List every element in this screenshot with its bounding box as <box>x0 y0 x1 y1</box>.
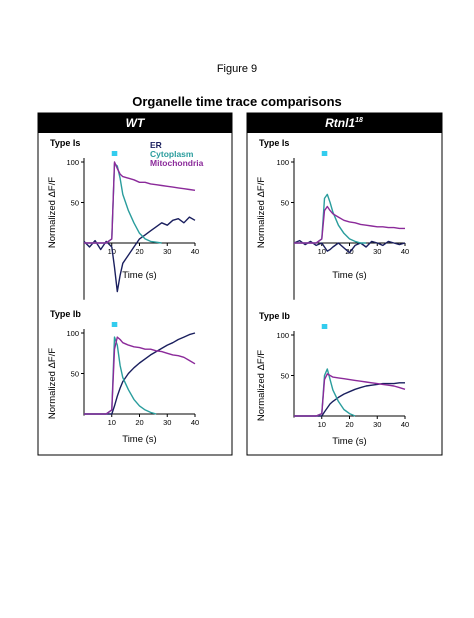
x-tick-label: 30 <box>163 247 171 256</box>
y-tick-label: 50 <box>71 199 79 208</box>
x-tick-label: 10 <box>318 247 326 256</box>
x-axis-label: Time (s) <box>122 270 156 281</box>
series-line <box>83 216 196 293</box>
x-axis-label: Time (s) <box>332 270 366 281</box>
stimulus-marker <box>321 151 328 156</box>
y-axis-label: Normalized ΔF/F <box>47 348 58 419</box>
series-line <box>84 336 196 415</box>
series-line <box>84 161 196 244</box>
stimulus-marker <box>111 151 118 156</box>
y-axis-label: Normalized ΔF/F <box>256 177 267 248</box>
x-tick-label: 20 <box>345 420 353 429</box>
x-axis-label: Time (s) <box>122 434 156 445</box>
y-tick-label: 50 <box>281 199 289 208</box>
y-tick-label: 50 <box>71 370 79 379</box>
x-tick-label: 10 <box>108 418 116 427</box>
x-axis-label: Time (s) <box>332 436 366 447</box>
chart-title: Type Is <box>50 138 80 148</box>
figure-label: Figure 9 <box>217 63 257 75</box>
chart-title: Type Is <box>259 138 289 148</box>
series-line <box>294 373 406 417</box>
y-axis-label: Normalized ΔF/F <box>256 350 267 421</box>
legend-label: Cytoplasm <box>150 149 194 159</box>
x-tick-label: 40 <box>191 418 199 427</box>
stimulus-marker <box>111 322 118 327</box>
panel-header <box>247 113 442 133</box>
y-tick-label: 100 <box>276 331 289 340</box>
x-tick-label: 20 <box>135 418 143 427</box>
y-tick-label: 100 <box>66 329 79 338</box>
x-tick-label: 30 <box>373 420 381 429</box>
x-tick-label: 30 <box>373 247 381 256</box>
x-tick-label: 40 <box>401 247 409 256</box>
x-tick-label: 40 <box>401 420 409 429</box>
y-tick-label: 50 <box>281 372 289 381</box>
x-tick-label: 20 <box>345 247 353 256</box>
x-tick-label: 40 <box>191 247 199 256</box>
x-tick-label: 10 <box>318 420 326 429</box>
series-line <box>294 205 405 244</box>
panel-title-text: Rtnl1 <box>325 116 355 130</box>
chart-title: Type Ib <box>50 309 81 319</box>
legend-label: ER <box>150 140 162 150</box>
x-tick-label: 20 <box>135 247 143 256</box>
y-tick-label: 100 <box>66 158 79 167</box>
stimulus-marker <box>321 324 328 329</box>
panel-header <box>38 113 232 133</box>
panel-title: Rtnl118 <box>325 116 363 130</box>
series-line <box>293 239 406 254</box>
y-axis-label: Normalized ΔF/F <box>47 177 58 248</box>
panel-title: WT <box>126 116 146 130</box>
chart-title: Type Ib <box>259 311 290 321</box>
panel-title-superscript: 18 <box>355 117 363 124</box>
x-tick-label: 30 <box>163 418 171 427</box>
y-tick-label: 100 <box>276 158 289 167</box>
figure-title: Organelle time trace comparisons <box>132 94 342 109</box>
legend-label: Mitochondria <box>150 158 204 168</box>
